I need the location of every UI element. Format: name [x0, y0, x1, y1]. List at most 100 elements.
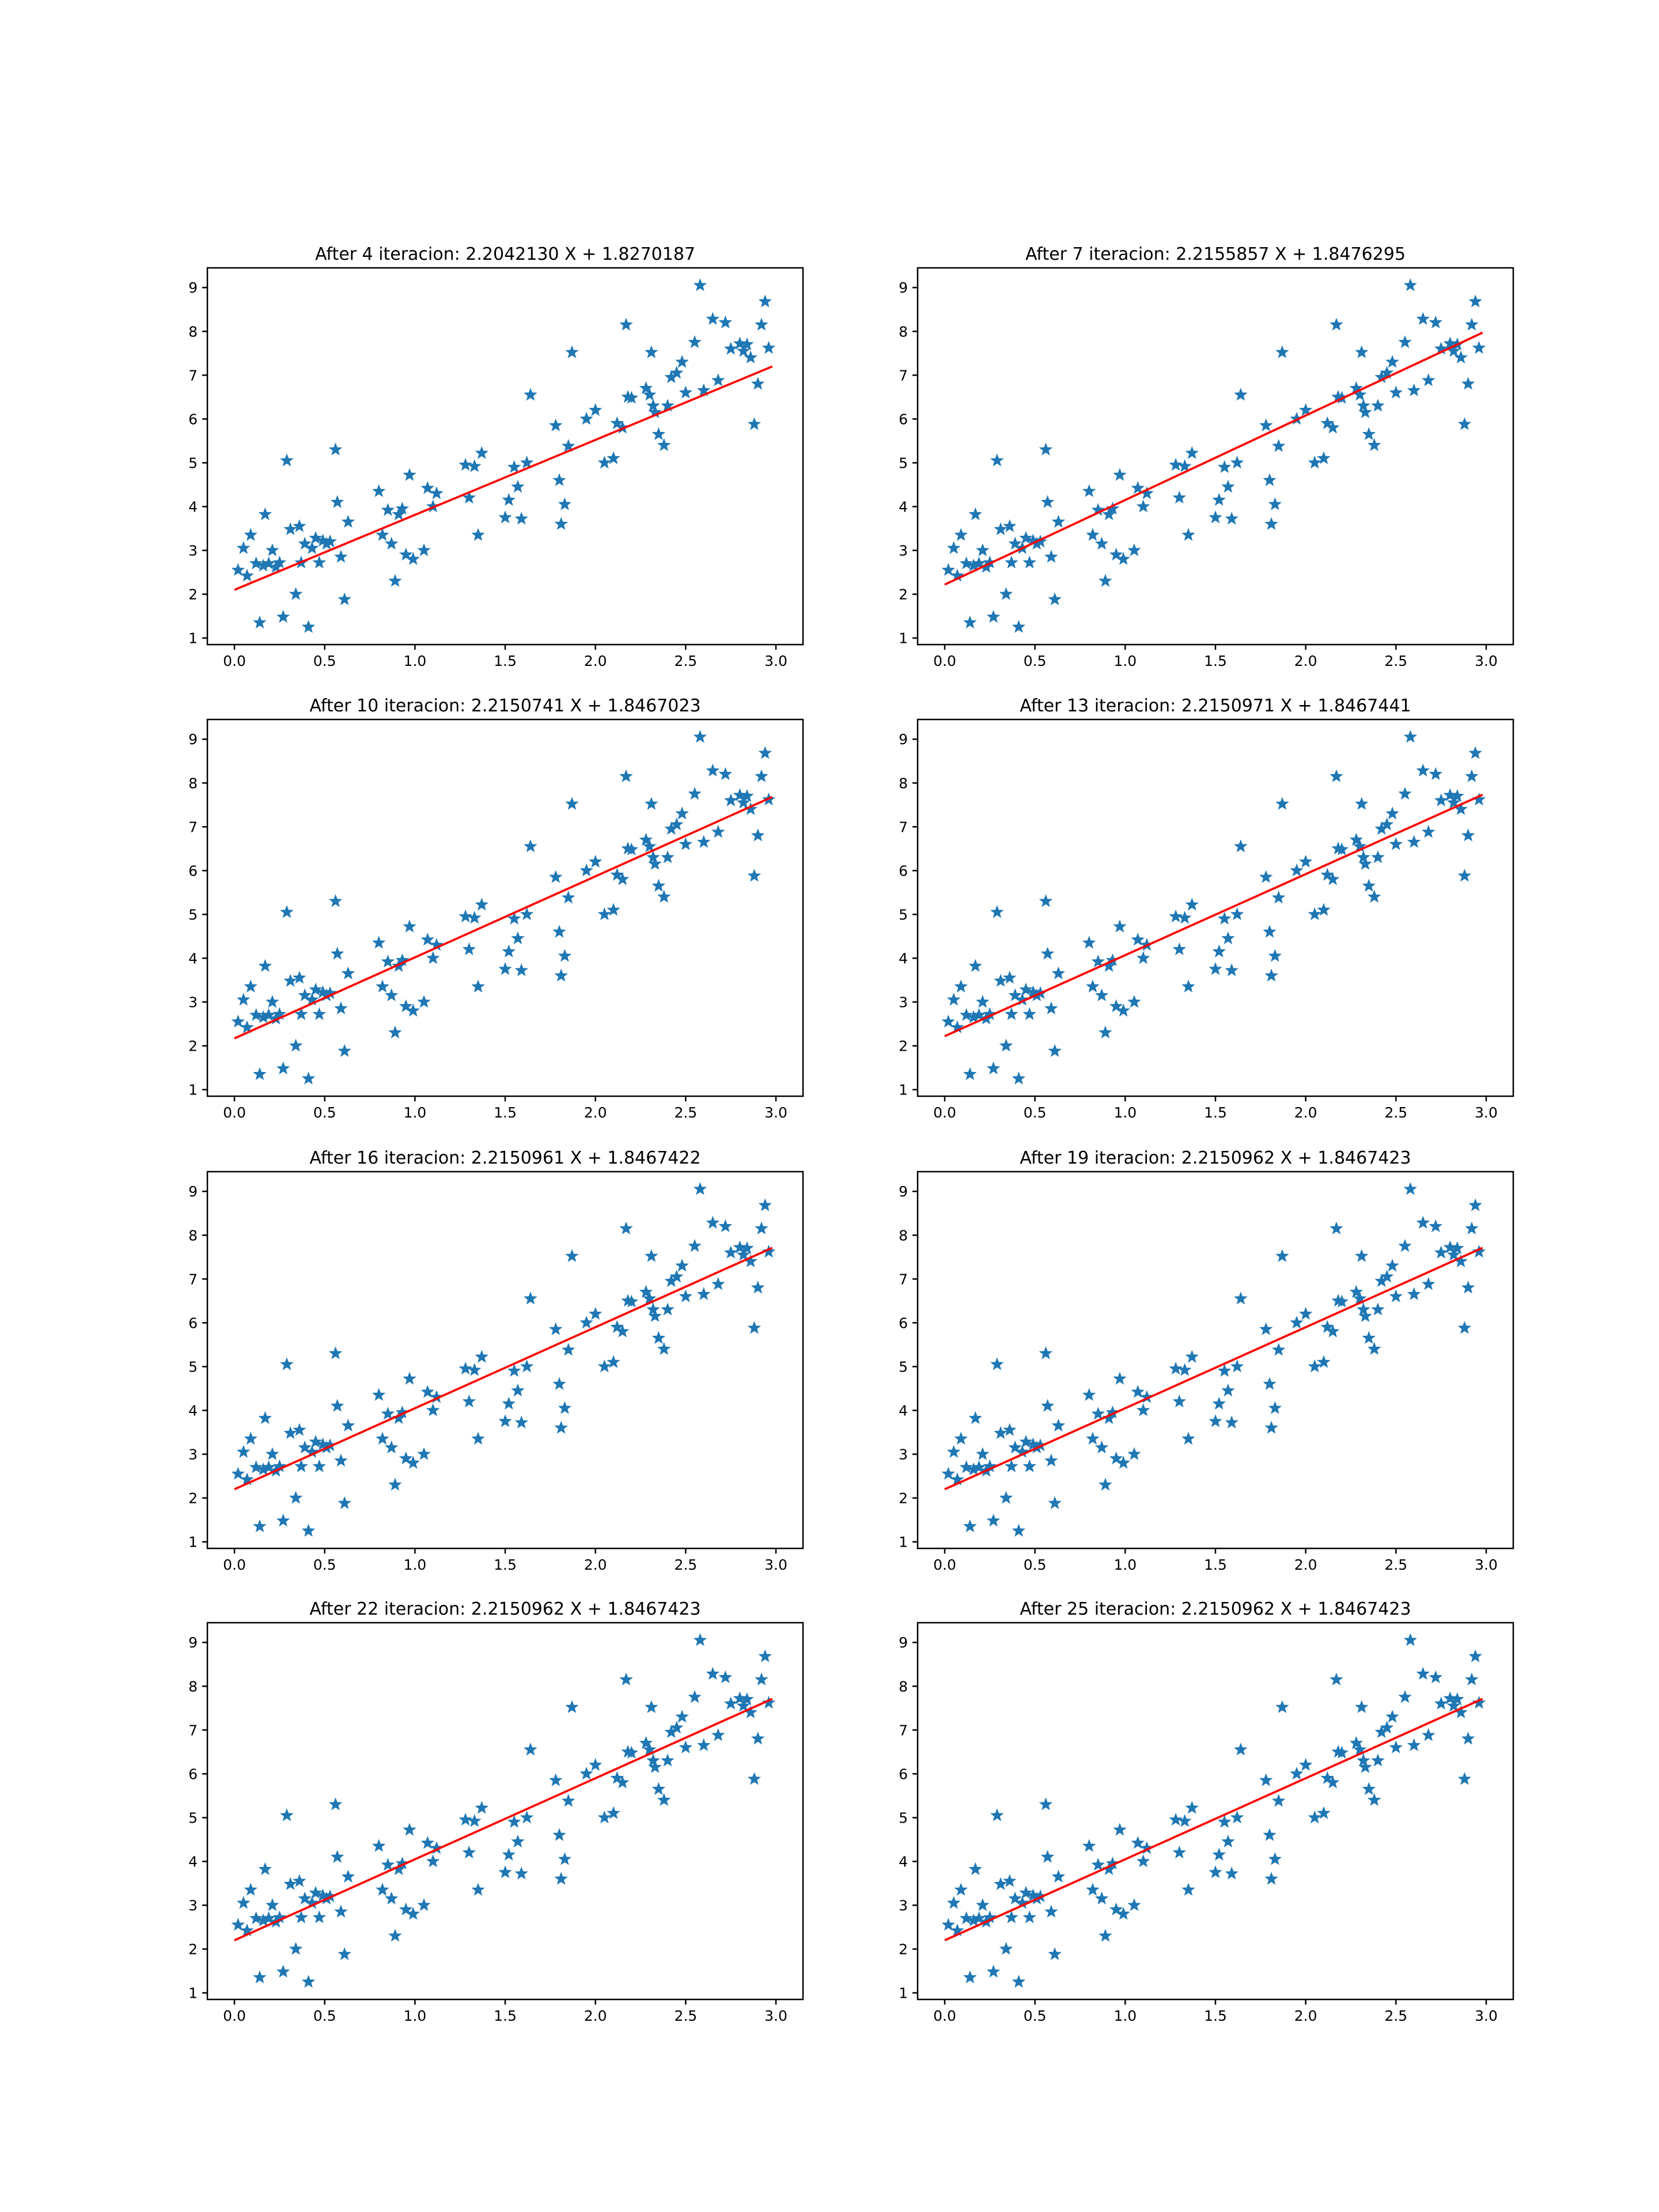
- data-point: [240, 1020, 254, 1033]
- data-point: [1335, 1294, 1349, 1308]
- data-point: [1086, 528, 1100, 541]
- data-point: [1429, 315, 1442, 328]
- data-point: [1019, 982, 1033, 996]
- data-point: [1271, 439, 1286, 452]
- data-point: [1422, 373, 1435, 387]
- data-point: [262, 1460, 276, 1474]
- data-point: [565, 797, 579, 810]
- y-tick-label: 1: [899, 1985, 908, 2002]
- data-point: [706, 312, 720, 325]
- data-point: [1358, 1760, 1372, 1773]
- y-tick-label: 8: [188, 1227, 198, 1244]
- data-point: [1221, 1834, 1235, 1848]
- data-point: [1454, 350, 1468, 363]
- data-point: [1371, 1753, 1385, 1767]
- data-point: [1468, 294, 1482, 308]
- data-point: [1446, 1248, 1461, 1261]
- data-point: [1109, 1902, 1123, 1916]
- y-tick-label: 2: [188, 1038, 198, 1055]
- data-point: [990, 905, 1004, 918]
- data-point: [507, 911, 521, 925]
- x-tick-label: 1.0: [403, 1104, 426, 1121]
- scatter-series: [231, 1633, 776, 1988]
- data-point: [1259, 418, 1273, 431]
- data-point: [758, 1198, 772, 1211]
- data-point: [688, 335, 702, 349]
- data-point: [1181, 979, 1195, 993]
- data-point: [999, 1942, 1013, 1955]
- data-point: [1044, 1453, 1058, 1467]
- data-point: [645, 797, 658, 810]
- data-point: [1275, 797, 1289, 810]
- data-point: [755, 1672, 768, 1685]
- data-point: [652, 1782, 666, 1796]
- data-point: [747, 417, 762, 430]
- data-point: [646, 399, 660, 412]
- data-point: [1012, 1524, 1026, 1537]
- data-point: [1330, 1672, 1343, 1685]
- y-tick-label: 4: [188, 950, 198, 967]
- y-tick-label: 9: [188, 731, 198, 748]
- regression-line: [944, 331, 1483, 586]
- data-point: [421, 481, 434, 494]
- data-point: [1022, 555, 1037, 569]
- data-point: [607, 1355, 620, 1368]
- y-tick-label: 5: [899, 454, 908, 471]
- data-point: [384, 536, 399, 550]
- data-point: [475, 446, 488, 459]
- data-point: [289, 1942, 303, 1955]
- y-tick-label: 5: [188, 906, 198, 923]
- data-point: [467, 911, 482, 924]
- data-point: [1263, 1377, 1277, 1390]
- data-point: [1362, 1782, 1376, 1796]
- data-point: [381, 1407, 395, 1420]
- data-point: [1209, 510, 1222, 524]
- data-point: [645, 1700, 658, 1713]
- data-point: [751, 377, 765, 390]
- data-point: [403, 919, 416, 933]
- x-tick-label: 3.0: [764, 1104, 787, 1121]
- y-tick-label: 5: [188, 1358, 198, 1375]
- data-point: [941, 1014, 955, 1028]
- data-point: [1362, 878, 1376, 892]
- data-point: [1298, 854, 1313, 868]
- data-point: [963, 1519, 977, 1533]
- scatter-series: [231, 1182, 776, 1537]
- data-point: [1389, 385, 1403, 399]
- data-point: [280, 1808, 294, 1821]
- x-tick-label: 0.5: [1024, 1556, 1047, 1573]
- data-point: [1317, 1355, 1331, 1368]
- data-point: [994, 974, 1007, 987]
- data-point: [736, 796, 751, 809]
- data-point: [1044, 1001, 1058, 1014]
- x-tick-label: 2.5: [674, 653, 697, 669]
- data-point: [1422, 825, 1435, 838]
- data-point: [1082, 484, 1096, 497]
- data-point: [624, 1294, 639, 1308]
- data-point: [941, 1467, 955, 1480]
- data-point: [607, 451, 620, 464]
- data-point: [298, 1440, 312, 1454]
- data-point: [1461, 1281, 1475, 1294]
- data-point: [1136, 1854, 1150, 1868]
- y-tick-label: 2: [899, 1941, 908, 1958]
- data-point: [1048, 1947, 1062, 1960]
- subplot-title: After 10 iteracion: 2.2150741 X + 1.8467…: [309, 696, 700, 716]
- x-tick-label: 3.0: [764, 2008, 787, 2024]
- data-point: [657, 1793, 671, 1806]
- data-point: [1429, 1670, 1442, 1683]
- data-point: [994, 1877, 1007, 1891]
- data-point: [642, 1291, 657, 1305]
- data-point: [1127, 543, 1141, 556]
- x-tick-label: 0.0: [933, 1556, 956, 1573]
- data-point: [1230, 907, 1244, 921]
- data-point: [498, 1414, 512, 1427]
- data-point: [724, 793, 738, 806]
- data-point: [1005, 1910, 1018, 1923]
- data-point: [1005, 1007, 1018, 1020]
- data-point: [1362, 1331, 1376, 1344]
- data-point: [1457, 417, 1472, 430]
- data-point: [1221, 1383, 1235, 1397]
- data-point: [1131, 1836, 1145, 1849]
- data-point: [679, 385, 693, 399]
